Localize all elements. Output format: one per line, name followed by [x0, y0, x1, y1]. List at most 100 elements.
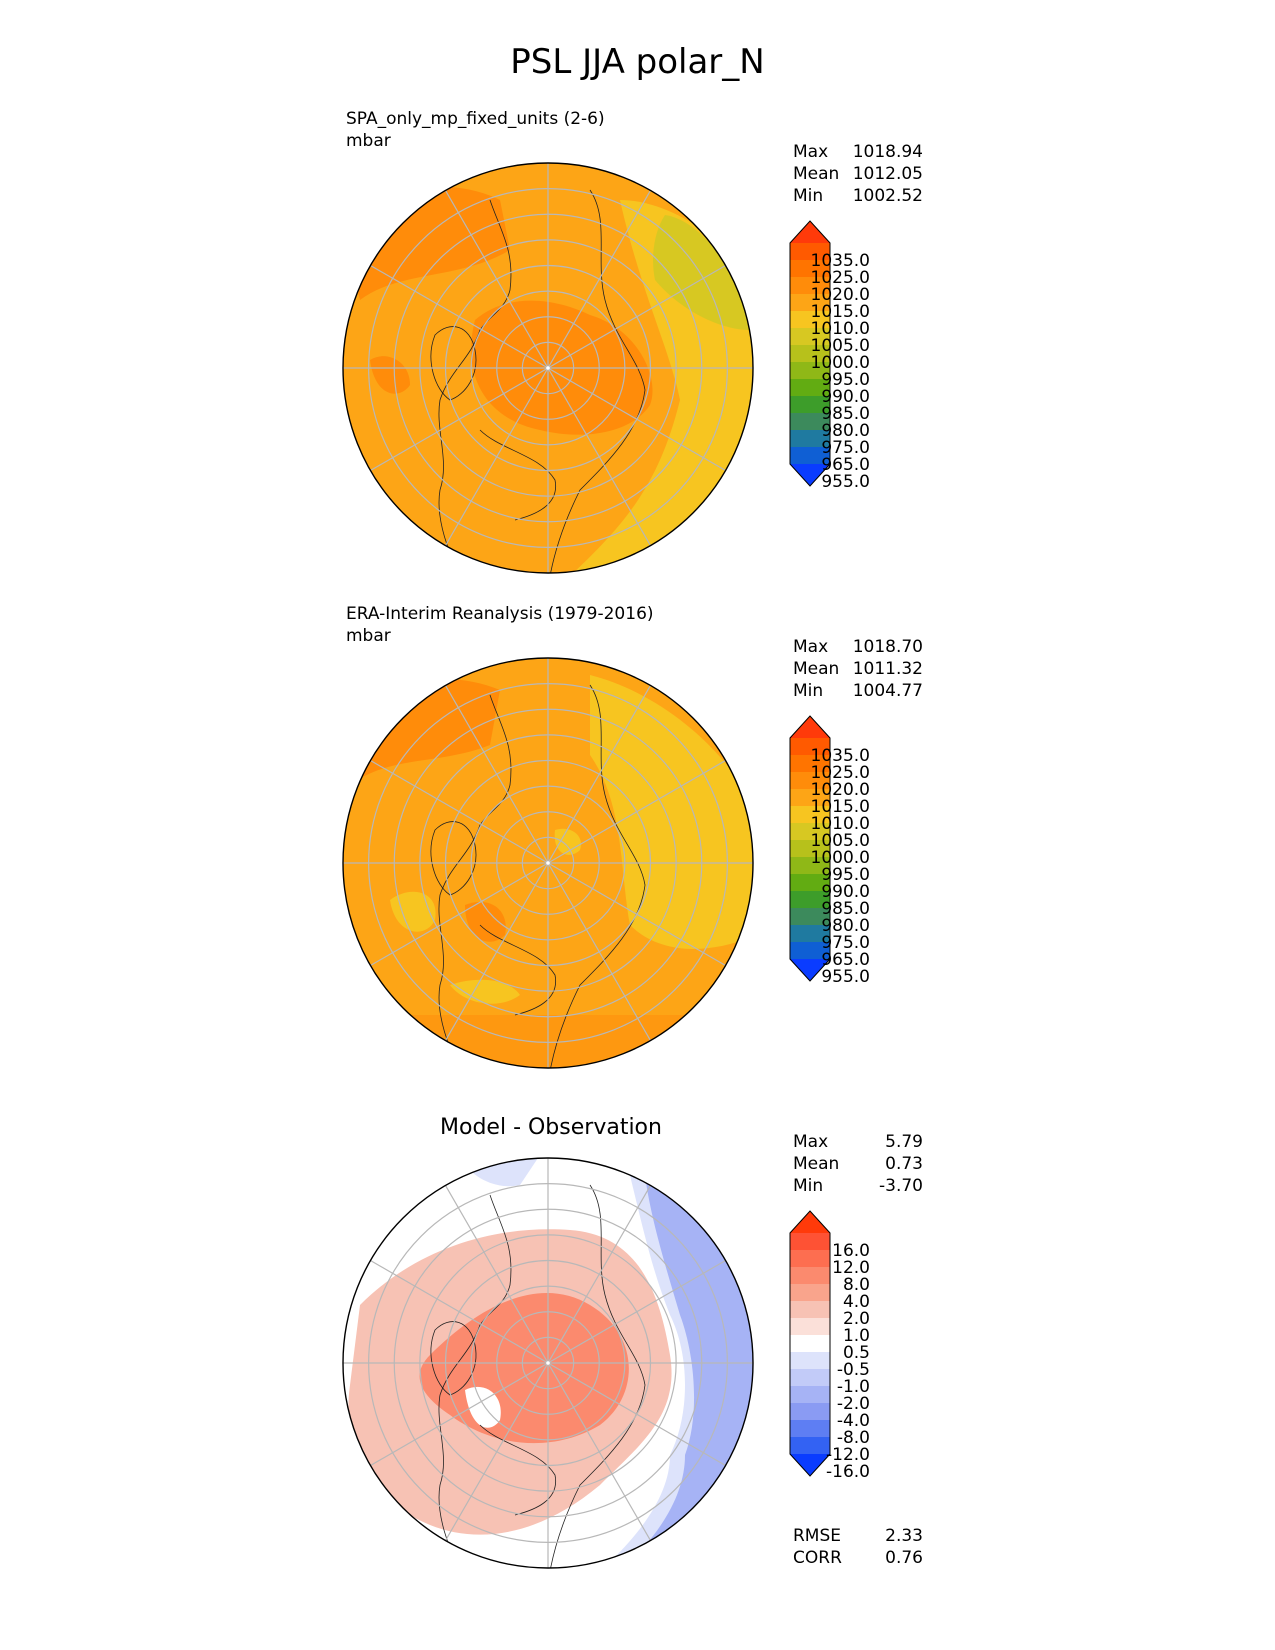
colorbar-tick-label: -8.0	[837, 1428, 870, 1448]
field-region	[465, 901, 506, 942]
colorbar-segment	[790, 891, 830, 909]
map-field	[343, 1158, 753, 1568]
map-field	[343, 658, 753, 1068]
polar-map-model	[342, 162, 754, 574]
colorbar-segment	[790, 243, 830, 261]
colorbar-segment	[790, 430, 830, 448]
colorbar-tick-label: 1000.0	[811, 353, 870, 373]
map-boundary	[342, 657, 754, 1069]
colorbar-segment	[790, 1369, 830, 1387]
colorbar-segment	[790, 755, 830, 773]
colorbar-segment	[790, 840, 830, 858]
colorbar-tick-label: 0.5	[843, 1343, 870, 1363]
stat-mean: Mean 1011.32	[793, 658, 923, 680]
stat-mean: Mean 1012.05	[793, 163, 923, 185]
panel-observation-units: mbar	[346, 626, 391, 646]
colorbar-segment	[790, 1437, 830, 1455]
coastline	[430, 1321, 477, 1396]
map-boundary	[342, 162, 754, 574]
stat-mean-value: 0.73	[885, 1154, 923, 1174]
stat-min-value: 1002.52	[852, 186, 923, 206]
coastline	[438, 199, 512, 573]
colorbar-tick-label: 975.0	[821, 933, 870, 953]
stat-min-value: 1004.77	[852, 681, 923, 701]
colorbar-tick-label: 980.0	[821, 421, 870, 441]
stats-model: Max 1018.94 Mean 1012.05 Min 1002.52	[793, 141, 923, 207]
colorbar-tick-label: 1035.0	[811, 251, 870, 271]
colorbar-segment	[790, 1352, 830, 1370]
coastline	[479, 429, 557, 521]
colorbar-segment	[790, 738, 830, 756]
colorbar-segment	[790, 362, 830, 380]
colorbar-segment	[790, 1403, 830, 1421]
panel-model-caption: SPA_only_mp_fixed_units (2-6) mbar	[346, 108, 605, 152]
metrics-difference: RMSE 2.33 CORR 0.76	[793, 1525, 923, 1569]
colorbar-segment	[790, 1250, 830, 1268]
colorbar-tick-label: 975.0	[821, 438, 870, 458]
colorbar-tick-label: 990.0	[821, 387, 870, 407]
colorbar-tick-label: -4.0	[837, 1411, 870, 1431]
panel-difference-title: Model - Observation	[440, 1115, 662, 1140]
colorbar-tick-label: 8.0	[843, 1275, 870, 1295]
colorbar-tick-label: 965.0	[821, 950, 870, 970]
colorbar-segment	[790, 345, 830, 363]
colorbar-observation: 1035.01025.01020.01015.01010.01005.01000…	[789, 715, 870, 987]
stat-mean-value: 1011.32	[852, 659, 923, 679]
stat-min: Min 1004.77	[793, 680, 923, 702]
panel-observation-caption: ERA-Interim Reanalysis (1979-2016) mbar	[346, 603, 654, 647]
colorbar-outline	[789, 220, 831, 487]
stat-min: Min -3.70	[793, 1175, 923, 1197]
stat-mean-label: Mean	[793, 164, 840, 184]
colorbar-tick-label: 1000.0	[811, 848, 870, 868]
colorbar-segment	[790, 789, 830, 807]
colorbar-tick-label: 12.0	[832, 1258, 870, 1278]
field-region	[390, 891, 436, 932]
stat-max-label: Max	[793, 142, 829, 162]
stat-max: Max 1018.70	[793, 636, 923, 658]
stat-max: Max 5.79	[793, 1131, 923, 1153]
stat-max: Max 1018.94	[793, 141, 923, 163]
colorbar-segment	[790, 1267, 830, 1285]
stats-observation: Max 1018.70 Mean 1011.32 Min 1004.77	[793, 636, 923, 702]
colorbar-tick-label: 1020.0	[811, 285, 870, 305]
field-region	[590, 675, 753, 949]
colorbar-tick-label: 1025.0	[811, 268, 870, 288]
metric-rmse-label: RMSE	[793, 1526, 842, 1546]
colorbar-segment	[790, 277, 830, 295]
colorbar-outline	[789, 1210, 831, 1477]
stat-mean-label: Mean	[793, 659, 840, 679]
colorbar-segment	[790, 1301, 830, 1319]
metric-corr-label: CORR	[793, 1548, 842, 1568]
field-region	[370, 356, 410, 394]
coastline	[549, 189, 646, 573]
colorbar-segment	[790, 447, 830, 465]
colorbar-tick-label: 16.0	[832, 1241, 870, 1261]
colorbar-segment	[790, 413, 830, 431]
colorbar-extend-bottom	[790, 464, 830, 486]
panel-difference: Model - Observation Max 5.79 Mean 0.73 Min…	[0, 990, 1275, 1569]
colorbar-extend-top	[790, 1211, 830, 1233]
colorbar-outline	[789, 715, 831, 982]
colorbar-tick-label: 4.0	[843, 1292, 870, 1312]
colorbar-segment	[790, 1420, 830, 1438]
stat-max-value: 1018.94	[852, 142, 923, 162]
colorbar-segment	[790, 1318, 830, 1336]
coastline	[430, 326, 477, 401]
colorbar-difference: 16.012.08.04.02.01.00.5-0.5-1.0-2.0-4.0-…	[789, 1210, 870, 1482]
stat-min-label: Min	[793, 681, 824, 701]
panel-model-units: mbar	[346, 131, 391, 151]
colorbar-segment	[790, 874, 830, 892]
colorbar-tick-label: 980.0	[821, 916, 870, 936]
panel-model: SPA_only_mp_fixed_units (2-6) mbar Max 10…	[0, 0, 1275, 574]
colorbar-tick-label: 995.0	[821, 370, 870, 390]
colorbar-segment	[790, 857, 830, 875]
panel-observation-title: ERA-Interim Reanalysis (1979-2016)	[346, 604, 654, 624]
colorbar-tick-label: 1005.0	[811, 831, 870, 851]
colorbar-segment	[790, 311, 830, 329]
colorbar-segment	[790, 328, 830, 346]
stat-max-value: 5.79	[885, 1132, 923, 1152]
stat-min: Min 1002.52	[793, 185, 923, 207]
pole-marker	[546, 366, 550, 370]
coastline	[438, 694, 512, 1068]
colorbar-tick-label: 1005.0	[811, 336, 870, 356]
